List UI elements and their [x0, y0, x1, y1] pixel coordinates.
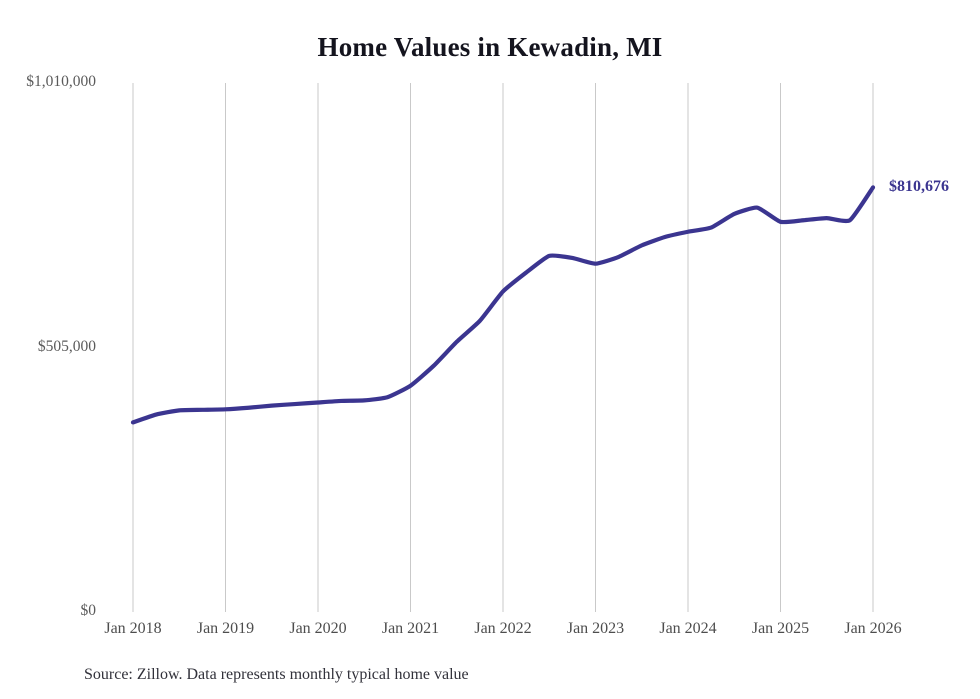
x-tick-label: Jan 2025: [751, 620, 810, 637]
x-tick-label: Jan 2021: [381, 620, 440, 637]
y-tick-label: $1,010,000: [26, 73, 96, 90]
y-tick-label: $505,000: [37, 337, 96, 355]
x-tick-label: Jan 2024: [659, 620, 717, 637]
y-tick-label: $0: [80, 602, 97, 619]
value-line: [130, 185, 876, 425]
end-value-label: $810,676: [889, 178, 949, 196]
source-note: Source: Zillow. Data represents monthly …: [84, 666, 469, 683]
x-tick-label: Jan 2020: [289, 620, 347, 637]
gridlines: [132, 83, 874, 612]
x-tick-label: Jan 2018: [104, 620, 162, 637]
x-tick-label: Jan 2022: [474, 620, 532, 637]
x-tick-label: Jan 2023: [566, 620, 625, 637]
x-tick-label: Jan 2026: [844, 620, 902, 637]
x-tick-label: Jan 2019: [196, 620, 255, 637]
chart-title: Home Values in Kewadin, MI: [317, 32, 663, 62]
